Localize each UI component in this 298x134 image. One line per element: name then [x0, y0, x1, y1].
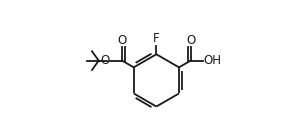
Text: O: O [186, 34, 195, 47]
Text: OH: OH [204, 54, 222, 67]
Text: F: F [153, 32, 160, 45]
Text: O: O [117, 34, 127, 47]
Text: O: O [100, 54, 109, 67]
